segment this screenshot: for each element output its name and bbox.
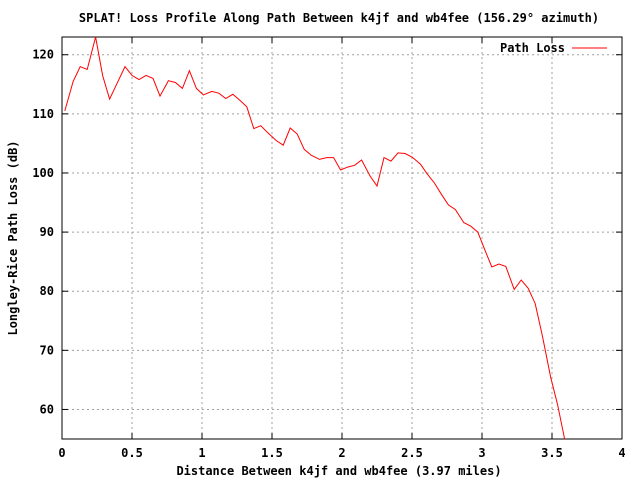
x-tick-label: 1 bbox=[198, 446, 205, 460]
grid-lines bbox=[62, 37, 622, 439]
y-tick-label: 120 bbox=[32, 48, 54, 62]
x-tick-label: 0.5 bbox=[121, 446, 143, 460]
legend-label: Path Loss bbox=[500, 41, 565, 55]
series-lines bbox=[64, 37, 566, 439]
legend: Path Loss bbox=[500, 41, 607, 55]
x-tick-label: 3.5 bbox=[541, 446, 563, 460]
y-tick-labels: 60 70 80 90 100 110 120 bbox=[32, 48, 54, 417]
y-tick-label: 70 bbox=[40, 343, 54, 357]
y-tick-label: 100 bbox=[32, 166, 54, 180]
y-tick-label: 60 bbox=[40, 402, 54, 416]
x-tick-label: 2.5 bbox=[401, 446, 423, 460]
x-tick-label: 1.5 bbox=[261, 446, 283, 460]
plot-frame bbox=[61, 36, 623, 440]
x-tick-label: 4 bbox=[618, 446, 625, 460]
y-tick-label: 110 bbox=[32, 107, 54, 121]
y-axis-label: Longley-Rice Path Loss (dB) bbox=[6, 140, 20, 335]
y-tick-label: 80 bbox=[40, 284, 54, 298]
x-tick-label: 2 bbox=[338, 446, 345, 460]
series-line-path-loss bbox=[64, 37, 566, 439]
chart-title: SPLAT! Loss Profile Along Path Between k… bbox=[79, 11, 599, 25]
x-tick-labels: 0 0.5 1 1.5 2 2.5 3 3.5 4 bbox=[58, 446, 625, 460]
y-tick-label: 90 bbox=[40, 225, 54, 239]
x-tick-label: 3 bbox=[478, 446, 485, 460]
x-axis-label: Distance Between k4jf and wb4fee (3.97 m… bbox=[176, 464, 501, 478]
x-tick-label: 0 bbox=[58, 446, 65, 460]
